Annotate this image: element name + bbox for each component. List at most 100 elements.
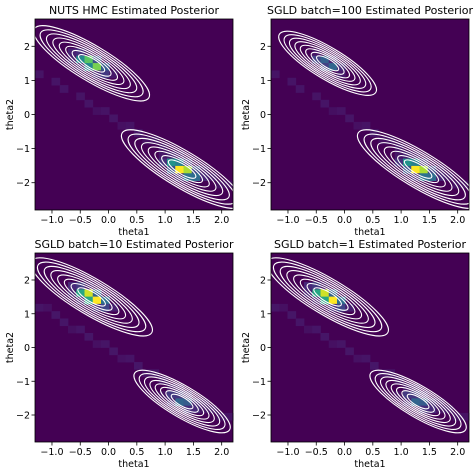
heatmap-cell	[320, 55, 330, 64]
heatmap-cell	[370, 362, 379, 370]
heatmap-cell	[452, 412, 462, 421]
contour-line	[77, 287, 106, 307]
contour-line	[279, 265, 376, 328]
heatmap-cell	[101, 303, 110, 312]
heatmap-cell	[167, 151, 176, 159]
x-axis-label: theta1	[354, 227, 385, 238]
x-tick-label: 1.5	[186, 447, 201, 458]
contour-line	[401, 390, 435, 413]
heatmap-cell	[436, 173, 445, 182]
x-tick-label: −0.5	[305, 447, 328, 458]
contour-line	[50, 270, 133, 324]
heatmap-cell	[150, 369, 160, 377]
y-tick-label: 1	[260, 76, 266, 87]
y-tick-label: −2	[252, 411, 266, 422]
contour-line	[403, 159, 433, 179]
chart-title: NUTS HMC Estimated Posterior	[49, 4, 220, 17]
contour-line	[30, 257, 153, 337]
heatmap-cell	[312, 92, 321, 101]
x-tick-label: −1.0	[40, 447, 63, 458]
heatmap-cell	[59, 85, 69, 93]
heatmap-cell	[158, 151, 168, 159]
contour-line	[278, 30, 378, 96]
contour-line	[159, 386, 205, 417]
contour-line	[170, 393, 194, 410]
heatmap-cell	[76, 48, 85, 57]
x-axis-label: theta1	[118, 227, 149, 238]
heatmap-cell	[337, 107, 346, 115]
chart-panel-4: −1.0 −0.5 0.0 0.5 1.0 1.5 2.0 −2 −1 0 1 2 SGLD batch…	[241, 238, 470, 470]
heatmap-cell	[411, 398, 420, 407]
contour-line	[33, 25, 151, 102]
contour-line	[266, 257, 389, 337]
y-tick-label: −1	[252, 377, 266, 388]
heatmap-cell	[125, 354, 135, 363]
heatmap-cell	[92, 107, 102, 115]
heatmap-cell	[167, 158, 176, 167]
y-tick-label: −2	[16, 411, 30, 422]
heatmap-cell	[328, 289, 338, 298]
heatmap-cell	[35, 303, 44, 312]
contour-line	[315, 55, 340, 72]
heatmap-cell	[312, 282, 321, 290]
heatmap-cell	[175, 398, 184, 407]
heatmap-cell	[295, 85, 305, 93]
contour-line	[299, 278, 356, 316]
heatmap-cell	[59, 318, 69, 327]
x-tick-label: 0.5	[365, 447, 380, 458]
heatmap-cell	[84, 99, 94, 108]
x-tick-label: 0.0	[337, 215, 352, 226]
heatmap-cell	[191, 405, 201, 414]
heatmap-cell	[320, 332, 330, 341]
heatmap-cell	[394, 143, 404, 152]
contour-line	[52, 37, 131, 90]
heatmap-cell	[76, 325, 85, 334]
contour-lines	[30, 257, 231, 434]
heatmap-cell	[444, 173, 453, 182]
heatmap-cell	[76, 63, 85, 71]
heatmap-cell	[312, 325, 321, 334]
heatmap-cell	[271, 70, 280, 79]
contour-line	[36, 261, 147, 333]
heatmap-cell	[419, 398, 429, 407]
chart-title: SGLD batch=100 Estimated Posterior	[267, 4, 474, 17]
heatmap-cell	[35, 70, 44, 79]
contour-line	[161, 155, 204, 184]
heatmap-cell	[175, 165, 184, 174]
contour-line	[147, 146, 217, 192]
contour-line	[140, 142, 224, 197]
heatmap-cell	[370, 129, 379, 137]
heatmap-cell	[200, 173, 209, 182]
contour-line	[45, 33, 138, 94]
contour-line	[272, 261, 383, 333]
contour-line	[383, 146, 453, 192]
heatmap-cell	[142, 136, 151, 145]
x-tick-label: 1.5	[422, 447, 437, 458]
x-tick-label: 0.5	[129, 447, 144, 458]
contour-line	[369, 369, 467, 434]
contour-line	[406, 393, 430, 410]
heatmap-cell	[92, 340, 102, 348]
y-tick-label: 1	[260, 309, 266, 320]
heatmap-cell	[109, 303, 118, 312]
x-tick-label: 1.0	[394, 447, 409, 458]
x-tick-label: −0.5	[69, 215, 92, 226]
heatmap-cell	[92, 296, 102, 305]
heatmap-cell	[76, 282, 85, 290]
contour-line	[390, 150, 446, 188]
heatmap-cell	[337, 296, 346, 305]
heatmap-cell	[183, 405, 193, 414]
x-tick-label: 2.0	[450, 215, 465, 226]
contour-line	[356, 129, 474, 209]
contour-line	[293, 274, 363, 320]
heatmap-cell	[92, 63, 102, 71]
heatmap-cell	[427, 405, 437, 414]
x-tick-label: 2.0	[214, 215, 229, 226]
heatmap-cell	[312, 289, 321, 298]
heatmap-cell	[337, 303, 346, 312]
x-tick-label: −0.5	[69, 447, 92, 458]
x-tick-label: 1.0	[394, 215, 409, 226]
y-tick-label: 2	[24, 276, 30, 287]
chart-panel-1: −1.0 −0.5 0.0 0.5 1.0 1.5 2.0 −2 −1 0 1 2 NUTS HMC E…	[5, 4, 244, 238]
